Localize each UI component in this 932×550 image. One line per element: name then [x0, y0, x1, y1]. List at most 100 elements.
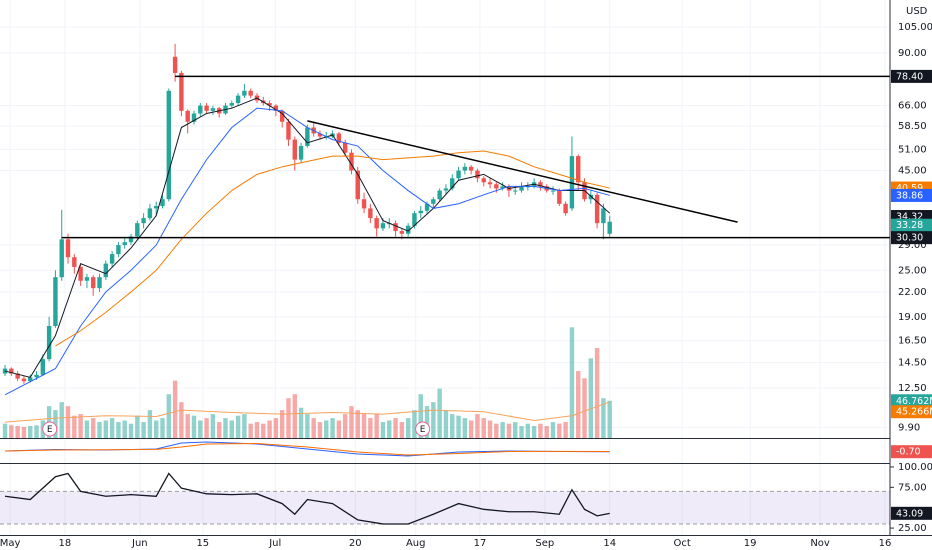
- candle-body: [59, 239, 64, 278]
- y-tick-label: 22.00: [898, 287, 927, 298]
- price-label: 43.09: [896, 508, 923, 519]
- axes: May 18 Jun 15 Jul 20 Aug 17 Sep 14 Oct 19 Nov 16 105.0…: [0, 22, 932, 549]
- volume-bar: [128, 423, 134, 438]
- volume-bar: [185, 414, 190, 438]
- volume-bar: [97, 422, 102, 438]
- candle-body: [538, 182, 543, 187]
- volume-bar: [248, 423, 253, 438]
- volume-bar: [78, 414, 83, 438]
- volume-bar: [374, 414, 379, 438]
- candle-body: [475, 170, 480, 179]
- volume-bar: [305, 414, 310, 438]
- event-label: E: [47, 425, 53, 435]
- volume-bar: [387, 420, 392, 438]
- volume-bar: [198, 420, 203, 438]
- volume-bar: [487, 420, 493, 438]
- y-tick-label: 14.50: [898, 358, 927, 369]
- candle-body: [601, 208, 606, 224]
- price-label: 78.40: [896, 71, 923, 82]
- candle-body: [242, 90, 247, 96]
- y-tick-label: 51.00: [898, 144, 927, 155]
- candle-body: [412, 213, 417, 226]
- volume-bar: [229, 420, 234, 438]
- volume-bar: [450, 414, 455, 438]
- candle-body: [450, 178, 455, 189]
- candle-body: [147, 208, 153, 219]
- y-tick-label: 66.00: [898, 101, 927, 112]
- candle-body: [437, 190, 442, 200]
- price-label-box: [891, 231, 932, 245]
- volume-bar: [147, 410, 153, 438]
- event-label: E: [420, 425, 426, 435]
- candle-body: [267, 103, 272, 106]
- y-tick-label: 105.00: [898, 22, 932, 33]
- candle-body: [122, 242, 127, 246]
- x-tick-label: 14: [603, 538, 616, 549]
- volume-bar: [116, 422, 121, 438]
- candle-body: [172, 56, 178, 73]
- price-label: 46.762M: [896, 396, 932, 407]
- candle-body: [380, 223, 386, 229]
- candle-body: [204, 105, 209, 111]
- y-tick-label: 9.90: [898, 422, 920, 433]
- volume-bar: [393, 418, 398, 438]
- candle-body: [500, 186, 505, 189]
- x-tick-label: 19: [744, 538, 757, 549]
- volume-bar: [601, 398, 606, 438]
- volume-bar: [557, 423, 562, 438]
- candle-body: [481, 178, 486, 183]
- candle-body: [40, 359, 46, 375]
- candle-body: [65, 239, 71, 258]
- candle-body: [405, 225, 411, 234]
- candle-body: [305, 127, 310, 147]
- volume-bar: [261, 423, 266, 438]
- y-tick-label: 58.50: [898, 121, 927, 132]
- volume-bar: [418, 394, 423, 438]
- candle-body: [128, 236, 134, 243]
- candle-body: [103, 263, 109, 278]
- volume-bar: [500, 422, 505, 438]
- volume-bar: [349, 406, 354, 438]
- rsi-tick-label: 25.00: [898, 523, 927, 534]
- volume-bar: [494, 423, 499, 438]
- volume-bar: [223, 418, 228, 438]
- volume-bar: [538, 423, 543, 438]
- price-label-box: [891, 394, 932, 408]
- y-tick-label: 90.00: [898, 48, 927, 59]
- volume-bar: [166, 394, 172, 438]
- moving-average: [4, 107, 610, 396]
- moving-average: [4, 97, 611, 378]
- volume-bar: [513, 422, 518, 438]
- candle-body: [569, 156, 575, 209]
- candle-body: [468, 166, 474, 171]
- volume-bar: [179, 402, 184, 438]
- candle-body: [342, 142, 348, 153]
- price-label-box: [891, 445, 932, 459]
- candle-body: [235, 95, 241, 104]
- price-label-box: [891, 218, 932, 232]
- x-tick-label: Jun: [131, 538, 148, 549]
- candle-body: [349, 152, 354, 171]
- x-tick-label: Aug: [406, 538, 426, 549]
- volume-bar: [569, 327, 575, 438]
- candle-body: [154, 206, 159, 209]
- rsi-tick-label: 75.00: [898, 482, 927, 493]
- volume-bar: [456, 415, 461, 438]
- candle-body: [443, 188, 449, 191]
- volume-bar: [531, 426, 537, 438]
- x-tick-label: Jul: [268, 538, 281, 549]
- volume-bar: [361, 414, 367, 438]
- price-label-box: [891, 69, 932, 83]
- candle-body: [355, 170, 360, 200]
- x-tick-label: Nov: [810, 538, 830, 549]
- volume-bar: [424, 406, 430, 438]
- volume-bar: [342, 414, 348, 438]
- currency: USD: [906, 6, 928, 17]
- candle-body: [431, 199, 436, 204]
- volume-bar: [109, 418, 115, 438]
- candle-body: [374, 218, 379, 229]
- candle-body: [166, 90, 172, 200]
- volume-bar: [607, 400, 612, 438]
- candle-body: [557, 190, 562, 204]
- volume-bar: [550, 422, 556, 438]
